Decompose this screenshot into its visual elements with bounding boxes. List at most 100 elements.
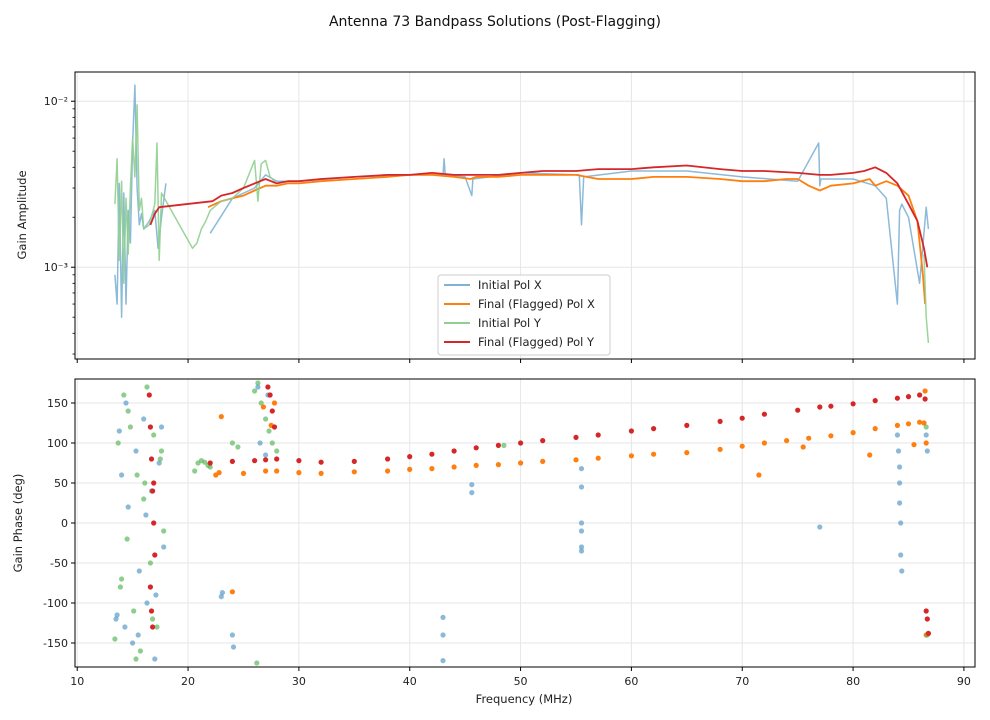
- phase-point-final-flagged-pol-y: [150, 488, 156, 494]
- phase-point-final-flagged-pol-y: [151, 520, 157, 526]
- phase-point-initial-pol-y: [147, 560, 153, 566]
- phase-point-initial-pol-x: [136, 568, 142, 574]
- phase-ytick-label: 100: [47, 437, 68, 450]
- phase-point-final-flagged-pol-y: [894, 395, 901, 401]
- phase-xlabel: Frequency (MHz): [476, 692, 573, 706]
- phase-point-initial-pol-y: [117, 584, 123, 590]
- amplitude-ticks: 10⁻³ 10⁻²: [44, 95, 965, 363]
- phase-point-initial-pol-x: [898, 520, 904, 526]
- phase-point-final-flagged-pol-x: [540, 458, 546, 464]
- phase-point-final-flagged-pol-x: [296, 470, 302, 476]
- phase-point-final-flagged-pol-y: [850, 401, 856, 407]
- phase-point-final-flagged-pol-x: [495, 462, 501, 468]
- phase-points-initial-pol-y: [112, 380, 930, 666]
- phase-point-final-flagged-pol-y: [473, 445, 479, 451]
- phase-point-final-flagged-pol-y: [451, 448, 457, 454]
- phase-point-initial-pol-x: [135, 632, 141, 638]
- phase-ytick-label: 0: [61, 517, 68, 530]
- phase-point-initial-pol-x: [257, 440, 263, 446]
- phase-ytick-label: 150: [47, 397, 68, 410]
- phase-point-final-flagged-pol-y: [152, 552, 158, 558]
- phase-point-final-flagged-pol-y: [717, 418, 723, 424]
- phase-xtick-label: 70: [735, 675, 749, 688]
- amplitude-series: [114, 84, 930, 343]
- phase-point-initial-pol-y: [141, 496, 147, 502]
- phase-point-initial-pol-x: [152, 656, 158, 662]
- phase-point-initial-pol-y: [158, 448, 165, 454]
- phase-point-final-flagged-pol-x: [917, 419, 923, 425]
- phase-point-final-flagged-pol-x: [850, 430, 856, 436]
- phase-point-final-flagged-pol-y: [148, 608, 155, 614]
- phase-point-final-flagged-pol-x: [894, 422, 901, 428]
- phase-point-final-flagged-pol-y: [651, 426, 657, 432]
- phase-point-initial-pol-x: [114, 612, 120, 618]
- phase-point-final-flagged-pol-y: [429, 451, 435, 457]
- phase-point-initial-pol-y: [254, 660, 260, 666]
- phase-point-initial-pol-x: [113, 616, 119, 622]
- phase-point-final-flagged-pol-x: [451, 464, 457, 470]
- phase-point-initial-pol-y: [133, 656, 139, 662]
- phase-point-initial-pol-x: [263, 452, 269, 458]
- phase-point-final-flagged-pol-x: [518, 460, 524, 466]
- phase-ytick-label: -50: [50, 557, 68, 570]
- phase-point-final-flagged-pol-x: [756, 472, 762, 478]
- phase-point-final-flagged-pol-y: [628, 428, 635, 434]
- phase-point-initial-pol-x: [116, 428, 122, 434]
- phase-point-initial-pol-x: [122, 624, 128, 630]
- phase-point-initial-pol-y: [144, 384, 150, 390]
- phase-point-final-flagged-pol-x: [828, 433, 834, 439]
- phase-point-initial-pol-x: [578, 544, 585, 550]
- phase-point-final-flagged-pol-y: [150, 624, 156, 630]
- phase-point-final-flagged-pol-y: [296, 458, 302, 464]
- legend-label-final-pol-y: Final (Flagged) Pol Y: [478, 335, 595, 349]
- phase-point-final-flagged-pol-y: [684, 422, 690, 428]
- phase-point-final-flagged-pol-y: [318, 459, 324, 465]
- phase-point-final-flagged-pol-y: [761, 411, 768, 417]
- phase-point-final-flagged-pol-y: [274, 456, 280, 462]
- phase-point-initial-pol-y: [154, 624, 160, 630]
- phase-point-final-flagged-pol-y: [407, 454, 413, 460]
- phase-point-initial-pol-y: [207, 464, 213, 470]
- phase-point-initial-pol-y: [157, 456, 163, 462]
- phase-point-final-flagged-pol-y: [495, 442, 501, 448]
- phase-xtick-label: 50: [514, 675, 528, 688]
- phase-point-initial-pol-x: [924, 448, 930, 454]
- phase-point-initial-pol-x: [578, 548, 585, 554]
- phase-points-final-flagged-pol-y: [146, 384, 932, 637]
- phase-point-final-flagged-pol-x: [806, 435, 812, 441]
- phase-point-final-flagged-pol-x: [761, 440, 768, 446]
- phase-point-initial-pol-y: [269, 440, 275, 446]
- phase-point-initial-pol-x: [133, 448, 139, 454]
- phase-ytick-label: -100: [43, 597, 68, 610]
- phase-point-final-flagged-pol-y: [923, 608, 929, 614]
- phase-point-initial-pol-x: [897, 464, 903, 470]
- phase-point-initial-pol-x: [161, 544, 167, 550]
- phase-point-final-flagged-pol-x: [271, 400, 278, 406]
- phase-point-initial-pol-x: [141, 416, 147, 422]
- phase-point-final-flagged-pol-x: [911, 442, 917, 448]
- phase-point-final-flagged-pol-x: [905, 421, 912, 427]
- phase-point-initial-pol-x: [153, 592, 159, 598]
- phase-point-initial-pol-x: [578, 466, 585, 472]
- phase-point-final-flagged-pol-x: [739, 443, 745, 449]
- phase-point-final-flagged-pol-y: [265, 384, 271, 390]
- phase-point-initial-pol-y: [229, 440, 235, 446]
- phase-point-initial-pol-x: [899, 568, 905, 574]
- phase-point-initial-pol-x: [219, 590, 225, 596]
- phase-series: [112, 380, 932, 666]
- amplitude-line-initial-pol-y: [114, 104, 278, 285]
- phase-point-final-flagged-pol-x: [240, 470, 247, 476]
- phase-point-initial-pol-y: [161, 528, 167, 534]
- phase-point-final-flagged-pol-y: [917, 392, 923, 398]
- phase-point-final-flagged-pol-y: [229, 458, 235, 464]
- phase-point-initial-pol-y: [150, 616, 156, 622]
- phase-point-final-flagged-pol-x: [274, 468, 280, 474]
- phase-point-initial-pol-y: [923, 424, 929, 430]
- amplitude-axes-frame: [74, 71, 976, 360]
- phase-grid: [75, 379, 975, 667]
- phase-point-final-flagged-pol-y: [795, 407, 801, 413]
- legend-label-final-pol-x: Final (Flagged) Pol X: [478, 297, 595, 311]
- phase-point-initial-pol-x: [229, 632, 235, 638]
- phase-point-initial-pol-x: [578, 528, 585, 534]
- phase-point-final-flagged-pol-y: [252, 458, 258, 464]
